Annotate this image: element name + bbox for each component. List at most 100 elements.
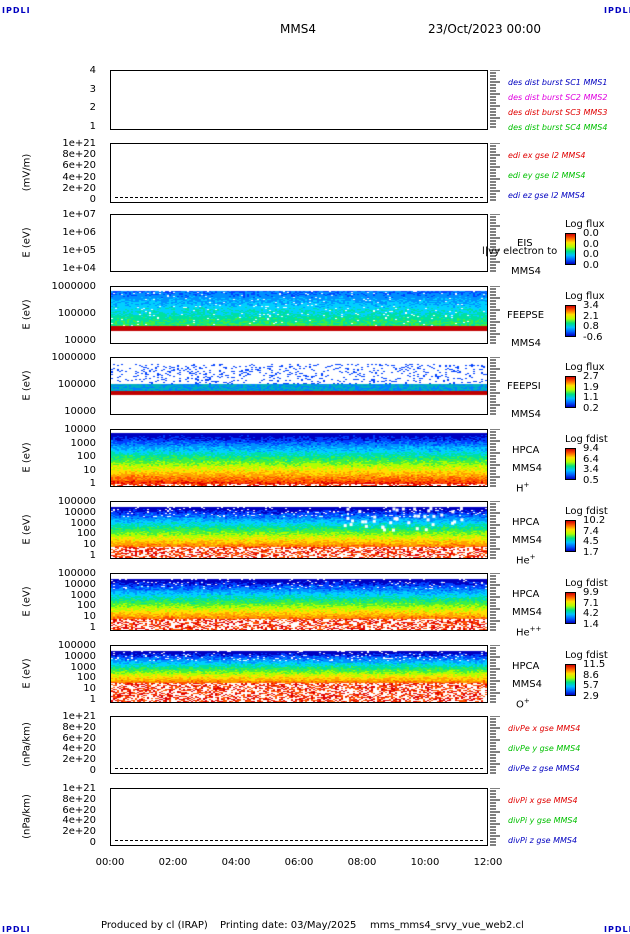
chart-panel-feepse [110,286,488,344]
chart-panel-edi [110,143,488,203]
y-tick-label: 2 [89,102,96,114]
y-tick-label: 1000 [70,517,96,529]
x-tick-label: 02:00 [158,857,188,868]
spectrogram-eis [111,215,487,271]
y-tick-label: 4 [89,65,96,76]
spacecraft-label: MMS4 [512,607,542,618]
colorbar-tick-label: 2.1 [583,310,599,322]
colorbar-tick-label: 9.9 [583,587,599,598]
colorbar-tick-label: 11.5 [583,659,606,670]
y-tick-label: 100 [76,600,96,612]
legend-entry: divPi x gse MMS4 [508,796,578,805]
y-tick-label: 100000 [57,568,96,579]
y-tick-label: 4e+20 [62,743,96,755]
y-axis-label: (nPa/km) [21,722,33,767]
instrument-label: FEEPSE [507,310,545,321]
y-tick-label: 10 [83,464,96,476]
colorbar-tick-label: -0.6 [583,332,603,343]
chart-panel-divpi [110,788,488,846]
species-label: He+ [516,553,536,566]
y-tick-label: 2e+20 [62,826,96,838]
colorbar-tick-label: 1.1 [583,392,599,404]
y-tick-label: 1e+05 [62,245,96,256]
legend-entry: edi ex gse l2 MMS4 [508,151,586,160]
y-tick-label: 2e+20 [62,182,96,194]
colorbar [565,448,576,480]
legend-entry: des dist burst SC4 MMS4 [508,123,608,132]
colorbar-tick-label: 8.6 [583,669,599,681]
instrument-label: HPCA [512,661,540,672]
corner-label-bottom-left: IPDLI [2,925,31,934]
colorbar-tick-label: 2.9 [583,691,599,702]
zero-line [115,840,483,841]
right-axis-ticks [490,644,500,703]
colorbar-tick-label: 0.8 [583,321,599,333]
spectrogram-feepse [111,287,487,343]
spacecraft-label: MMS4 [511,338,541,349]
y-axis-label: E (eV) [21,658,33,689]
y-tick-label: 10000 [64,578,96,590]
colorbar [565,664,576,696]
y-tick-label: 6e+20 [62,732,96,744]
overlay-note: l|vy electron to [482,246,558,257]
y-tick-label: 1 [89,694,96,705]
species-name: H [516,483,524,495]
species-name: He [516,555,530,567]
y-tick-label: 1000000 [51,281,96,292]
species-charge: + [523,481,530,489]
y-tick-label: 1e+21 [62,138,96,149]
legend-entry: des dist burst SC3 MMS3 [508,108,608,117]
y-axis-label: E (eV) [21,586,33,617]
chart-panel-feepsi [110,357,488,415]
species-label: He++ [516,625,541,638]
colorbar-tick-label: 10.2 [583,515,606,526]
spectrogram-hpca_he [111,502,487,558]
y-tick-label: 1 [89,622,96,633]
x-tick-label: 04:00 [221,857,251,868]
y-tick-label: 10000 [64,424,96,435]
y-tick-label: 8e+20 [62,149,96,161]
legend-entry: divPi z gse MMS4 [508,836,578,845]
species-name: He [516,627,530,639]
y-axis-label: (nPa/km) [21,794,33,839]
right-axis-ticks [490,69,500,130]
y-tick-label: 10000 [64,506,96,518]
y-tick-label: 8e+20 [62,793,96,805]
colorbar-tick-label: 6.4 [583,453,599,465]
right-axis-ticks [490,500,500,559]
colorbar-tick-label: 5.7 [583,680,599,692]
y-tick-label: 10 [83,539,96,551]
colorbar-tick-label: 3.4 [583,300,599,311]
right-axis-ticks [490,213,500,272]
right-axis-ticks [490,572,500,631]
colorbar-tick-label: 0.5 [583,475,599,486]
right-axis-ticks [490,715,500,774]
y-tick-label: 1e+21 [62,783,96,794]
y-tick-label: 1e+06 [62,227,96,238]
colorbar-tick-label: 1.4 [583,619,599,630]
instrument-label: HPCA [512,517,540,528]
spacecraft-title: MMS4 [280,22,316,36]
y-tick-label: 1 [89,550,96,561]
y-tick-label: 1 [89,121,96,132]
colorbar-tick-label: 0.0 [583,249,599,261]
y-tick-label: 100000 [57,308,96,319]
y-tick-label: 10000 [64,335,96,346]
spectrogram-hpca_o [111,646,487,702]
colorbar-tick-label: 4.5 [583,536,599,548]
legend-entry: des dist burst SC2 MMS2 [508,93,608,102]
y-tick-label: 1000 [70,661,96,673]
spacecraft-label: MMS4 [511,266,541,277]
chart-panel-hpca_he [110,501,488,559]
spacecraft-label: MMS4 [512,463,542,474]
chart-panel-hpca_h [110,429,488,487]
y-tick-label: 100 [76,451,96,462]
chart-panel-hpca_hepp [110,573,488,631]
legend-entry: edi ey gse l2 MMS4 [508,171,586,180]
colorbar-title: Log flux [565,219,605,230]
spacecraft-label: MMS4 [511,409,541,420]
colorbar-tick-label: 4.2 [583,608,599,620]
chart-panel-eis [110,214,488,272]
right-axis-ticks [490,285,500,344]
y-tick-label: 1e+04 [62,263,96,274]
